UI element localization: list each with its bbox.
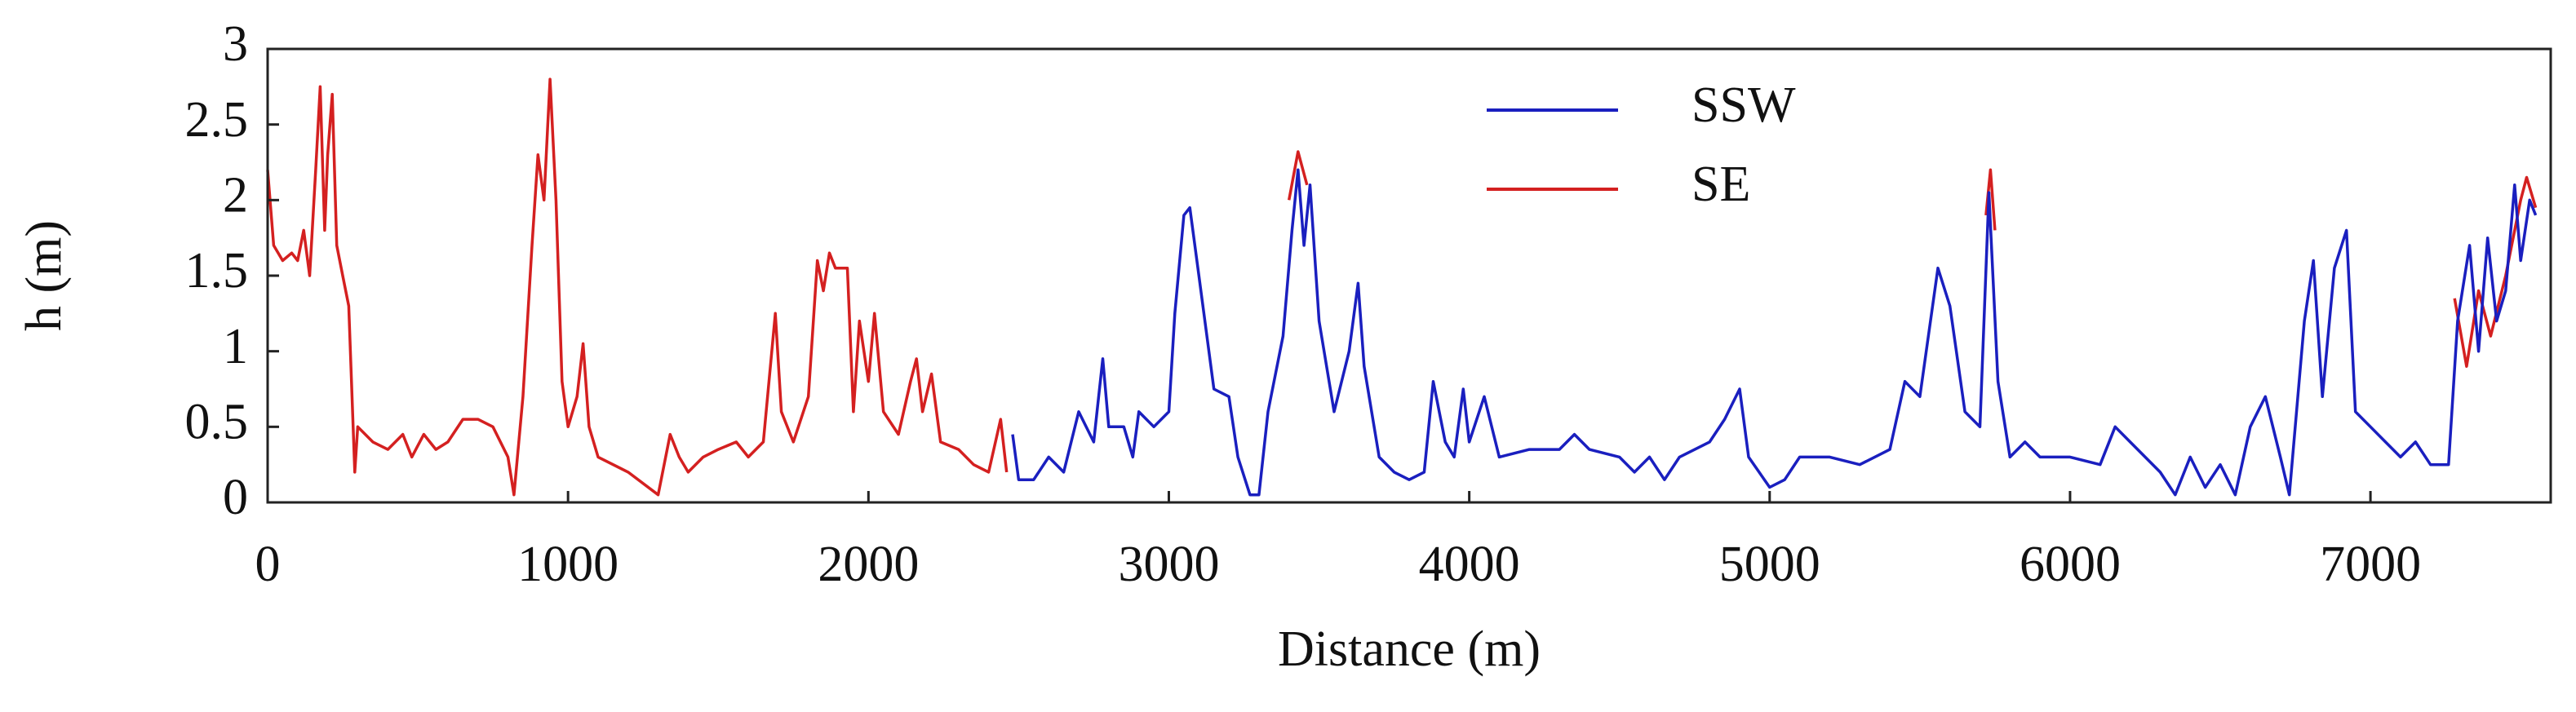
y-tick-label: 1: [223, 319, 248, 374]
y-tick-label: 0: [223, 470, 248, 525]
x-tick-label: 5000: [1719, 537, 1820, 592]
legend-label: SSW: [1691, 77, 1796, 133]
y-axis-label: h (m): [16, 220, 72, 331]
y-tick-label: 3: [223, 16, 248, 72]
x-tick-label: 3000: [1118, 537, 1219, 592]
y-tick-label: 2: [223, 168, 248, 223]
y-tick-label: 1.5: [185, 243, 249, 299]
x-axis-label: Distance (m): [1278, 621, 1541, 677]
data-line: [1011, 168, 2538, 497]
y-tick-label: 0.5: [185, 395, 249, 450]
y-tick-label: 2.5: [185, 92, 249, 148]
x-tick-label: 7000: [2320, 537, 2421, 592]
x-tick-label: 1000: [517, 537, 619, 592]
x-tick-label: 2000: [818, 537, 919, 592]
x-tick-label: 4000: [1419, 537, 1520, 592]
plot-frame: [266, 47, 2552, 504]
x-tick-label: 6000: [2020, 537, 2121, 592]
x-tick-label: 0: [255, 537, 281, 592]
data-line: [266, 77, 2538, 497]
legend-label: SE: [1691, 157, 1750, 212]
